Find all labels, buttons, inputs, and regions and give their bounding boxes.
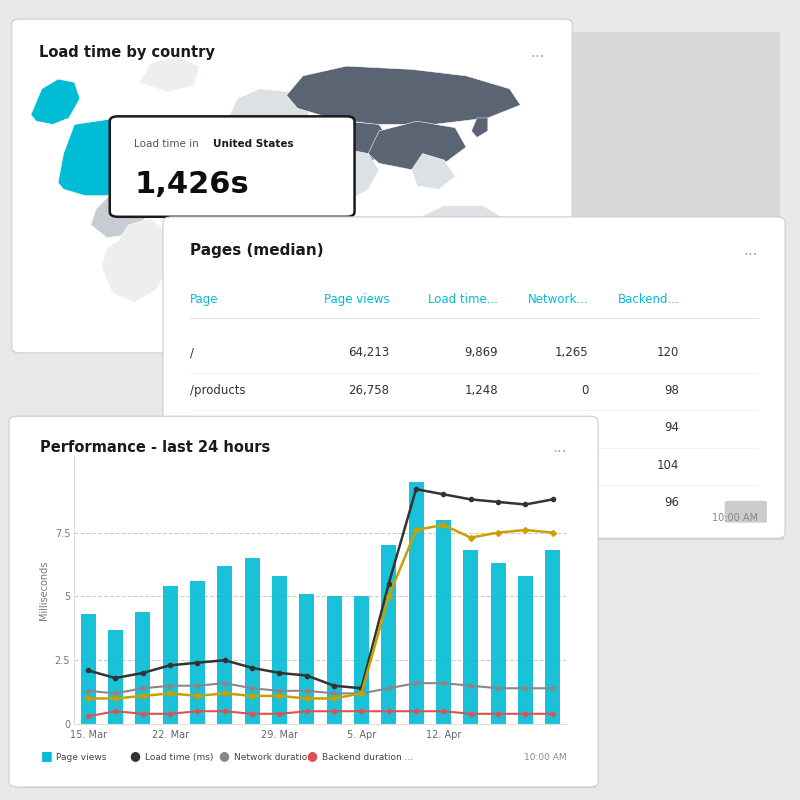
Text: 98: 98	[665, 384, 679, 397]
Text: 16,985: 16,985	[349, 422, 390, 434]
Polygon shape	[102, 218, 172, 302]
FancyBboxPatch shape	[163, 217, 785, 538]
Bar	[326, 596, 342, 724]
Text: ●: ●	[306, 749, 318, 762]
Polygon shape	[412, 154, 455, 190]
Polygon shape	[226, 89, 308, 138]
Y-axis label: Milliseconds: Milliseconds	[39, 560, 49, 620]
Text: 10:00 AM: 10:00 AM	[712, 513, 758, 522]
Text: 1,426s: 1,426s	[134, 170, 249, 199]
Text: 110: 110	[566, 422, 589, 434]
Text: Backend...: Backend...	[618, 294, 679, 306]
Polygon shape	[335, 150, 379, 199]
Text: /account/login: /account/login	[190, 422, 274, 434]
Text: Performance - last 24 hours: Performance - last 24 hours	[41, 439, 270, 454]
Text: 104: 104	[657, 458, 679, 472]
Polygon shape	[286, 66, 521, 125]
Polygon shape	[368, 122, 466, 170]
Bar	[135, 612, 150, 724]
Polygon shape	[140, 56, 199, 92]
Polygon shape	[58, 118, 172, 196]
Text: 64,213: 64,213	[348, 346, 390, 359]
Text: Load time by country: Load time by country	[39, 45, 215, 60]
Text: ...: ...	[530, 45, 545, 60]
Bar	[436, 520, 451, 724]
Text: Page views: Page views	[324, 294, 390, 306]
Text: 120: 120	[657, 346, 679, 359]
FancyBboxPatch shape	[9, 416, 598, 787]
Polygon shape	[471, 118, 488, 138]
Text: ...: ...	[552, 439, 566, 454]
Text: /sale: /sale	[190, 458, 218, 472]
Text: 10:00 AM: 10:00 AM	[524, 753, 566, 762]
FancyBboxPatch shape	[12, 19, 572, 353]
Text: United States: United States	[213, 139, 294, 149]
Polygon shape	[90, 179, 162, 238]
Text: ●: ●	[218, 749, 229, 762]
Bar	[299, 594, 314, 724]
Text: Pages (median): Pages (median)	[190, 243, 324, 258]
Text: Load time...: Load time...	[428, 294, 498, 306]
FancyBboxPatch shape	[110, 116, 354, 217]
Polygon shape	[303, 122, 390, 163]
Text: 26,758: 26,758	[349, 384, 390, 397]
Text: 0: 0	[582, 458, 589, 472]
Text: Backend duration ...: Backend duration ...	[322, 753, 414, 762]
Bar	[81, 614, 95, 724]
Bar	[518, 576, 533, 724]
Text: Network...: Network...	[528, 294, 589, 306]
Text: Network duration: Network duration	[234, 753, 313, 762]
Text: Load time in: Load time in	[134, 139, 202, 149]
Text: 13,781: 13,781	[349, 458, 390, 472]
Bar	[463, 550, 478, 724]
Polygon shape	[412, 206, 504, 261]
Polygon shape	[216, 131, 298, 228]
Bar	[190, 581, 205, 724]
Bar	[354, 596, 369, 724]
Text: 96: 96	[664, 496, 679, 509]
Text: 653: 653	[476, 458, 498, 472]
Bar	[382, 546, 396, 724]
Text: ...: ...	[743, 243, 758, 258]
Text: 9,869: 9,869	[465, 346, 498, 359]
Text: /: /	[190, 346, 194, 359]
Text: ●: ●	[129, 749, 140, 762]
Text: /products: /products	[190, 384, 246, 397]
Bar	[108, 630, 123, 724]
Bar	[245, 558, 259, 724]
Text: 1,265: 1,265	[555, 346, 589, 359]
Text: Load time (ms): Load time (ms)	[145, 753, 214, 762]
Text: 94: 94	[664, 422, 679, 434]
Text: 0: 0	[582, 384, 589, 397]
Text: Page views: Page views	[57, 753, 107, 762]
Polygon shape	[31, 79, 80, 125]
Bar	[546, 550, 560, 724]
Bar	[409, 482, 423, 724]
Text: ■: ■	[41, 749, 52, 762]
Text: 1,248: 1,248	[465, 384, 498, 397]
Text: 56: 56	[574, 496, 589, 509]
Text: 334: 334	[476, 422, 498, 434]
FancyBboxPatch shape	[725, 501, 767, 522]
Bar	[162, 586, 178, 724]
Bar	[490, 563, 506, 724]
Bar	[218, 566, 232, 724]
Text: Page: Page	[190, 294, 218, 306]
Bar	[272, 576, 287, 724]
